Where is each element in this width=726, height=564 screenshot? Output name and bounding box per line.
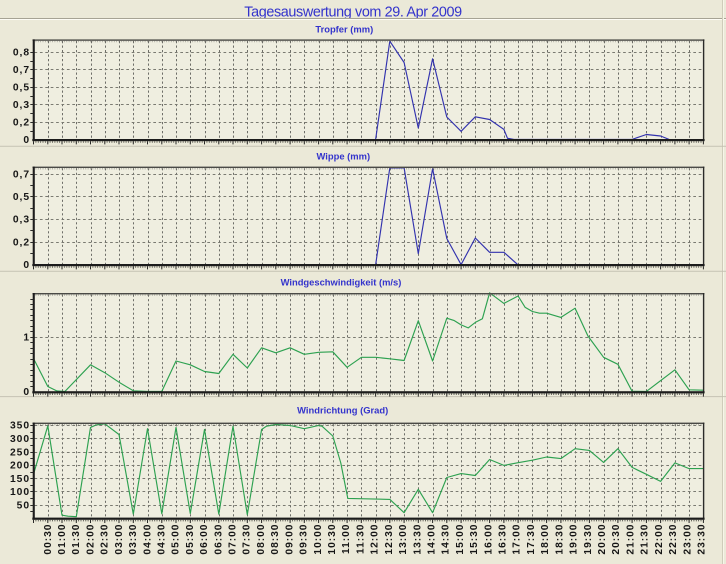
svg-text:08:30: 08:30 — [270, 524, 281, 555]
svg-text:0,8: 0,8 — [13, 47, 30, 58]
svg-text:05:00: 05:00 — [171, 524, 182, 555]
svg-text:18:30: 18:30 — [554, 524, 565, 555]
svg-text:11:00: 11:00 — [341, 524, 352, 555]
svg-text:50: 50 — [17, 500, 30, 511]
svg-text:16:00: 16:00 — [483, 524, 494, 555]
svg-text:0,3: 0,3 — [13, 100, 30, 111]
svg-text:19:00: 19:00 — [569, 524, 580, 555]
svg-text:15:00: 15:00 — [455, 524, 466, 555]
svg-text:300: 300 — [10, 434, 30, 445]
svg-text:0,5: 0,5 — [13, 82, 30, 93]
svg-text:04:30: 04:30 — [157, 524, 168, 555]
svg-text:22:30: 22:30 — [668, 524, 679, 555]
svg-text:13:00: 13:00 — [398, 524, 409, 555]
svg-text:Tropfer (mm): Tropfer (mm) — [315, 23, 373, 34]
svg-text:00:30: 00:30 — [43, 524, 54, 555]
svg-text:15:30: 15:30 — [469, 524, 480, 555]
svg-text:14:00: 14:00 — [427, 524, 438, 555]
svg-text:10:30: 10:30 — [327, 524, 338, 555]
svg-text:02:30: 02:30 — [100, 524, 111, 555]
svg-text:22:00: 22:00 — [654, 524, 665, 555]
svg-text:1: 1 — [23, 333, 30, 344]
svg-text:200: 200 — [10, 461, 30, 472]
svg-text:0,5: 0,5 — [13, 192, 30, 203]
svg-text:05:30: 05:30 — [185, 524, 196, 555]
svg-text:12:30: 12:30 — [384, 524, 395, 555]
svg-text:09:30: 09:30 — [299, 524, 310, 555]
svg-text:250: 250 — [10, 447, 30, 458]
svg-text:09:00: 09:00 — [284, 524, 295, 555]
svg-text:Wippe (mm): Wippe (mm) — [317, 151, 371, 162]
svg-text:12:00: 12:00 — [370, 524, 381, 555]
svg-text:100: 100 — [10, 487, 30, 498]
svg-text:14:30: 14:30 — [441, 524, 452, 555]
svg-text:01:30: 01:30 — [71, 524, 82, 555]
svg-text:17:30: 17:30 — [526, 524, 537, 555]
svg-text:17:00: 17:00 — [512, 524, 523, 555]
svg-text:0,7: 0,7 — [13, 169, 30, 180]
svg-text:07:30: 07:30 — [242, 524, 253, 555]
svg-text:0,2: 0,2 — [13, 117, 30, 128]
svg-text:03:30: 03:30 — [128, 524, 139, 555]
svg-text:03:00: 03:00 — [114, 524, 125, 555]
svg-text:0,7: 0,7 — [13, 65, 30, 76]
svg-text:23:00: 23:00 — [682, 524, 693, 555]
svg-text:0,2: 0,2 — [13, 237, 30, 248]
svg-text:20:30: 20:30 — [611, 524, 622, 555]
svg-text:Windgeschwindigkeit (m/s): Windgeschwindigkeit (m/s) — [281, 277, 402, 288]
svg-text:0,3: 0,3 — [13, 215, 30, 226]
svg-text:06:00: 06:00 — [199, 524, 210, 555]
svg-text:10:00: 10:00 — [313, 524, 324, 555]
svg-text:16:30: 16:30 — [498, 524, 509, 555]
svg-text:13:30: 13:30 — [412, 524, 423, 555]
svg-text:0: 0 — [23, 135, 30, 146]
svg-text:04:00: 04:00 — [142, 524, 153, 555]
svg-text:08:00: 08:00 — [256, 524, 267, 555]
svg-text:23:30: 23:30 — [697, 524, 708, 555]
svg-text:18:00: 18:00 — [540, 524, 551, 555]
svg-text:150: 150 — [10, 474, 30, 485]
svg-text:Tagesauswertung vom 29. Apr 20: Tagesauswertung vom 29. Apr 2009 — [244, 5, 462, 21]
svg-text:07:00: 07:00 — [228, 524, 239, 555]
svg-text:01:00: 01:00 — [57, 524, 68, 555]
svg-text:20:00: 20:00 — [597, 524, 608, 555]
svg-text:11:30: 11:30 — [355, 524, 366, 555]
svg-text:21:00: 21:00 — [625, 524, 636, 555]
svg-text:0: 0 — [23, 260, 30, 271]
svg-text:21:30: 21:30 — [640, 524, 651, 555]
svg-text:06:30: 06:30 — [213, 524, 224, 555]
svg-text:19:30: 19:30 — [583, 524, 594, 555]
svg-text:02:00: 02:00 — [85, 524, 96, 555]
svg-text:350: 350 — [10, 421, 30, 432]
svg-text:0: 0 — [23, 387, 30, 398]
svg-text:Windrichtung (Grad): Windrichtung (Grad) — [297, 405, 388, 416]
